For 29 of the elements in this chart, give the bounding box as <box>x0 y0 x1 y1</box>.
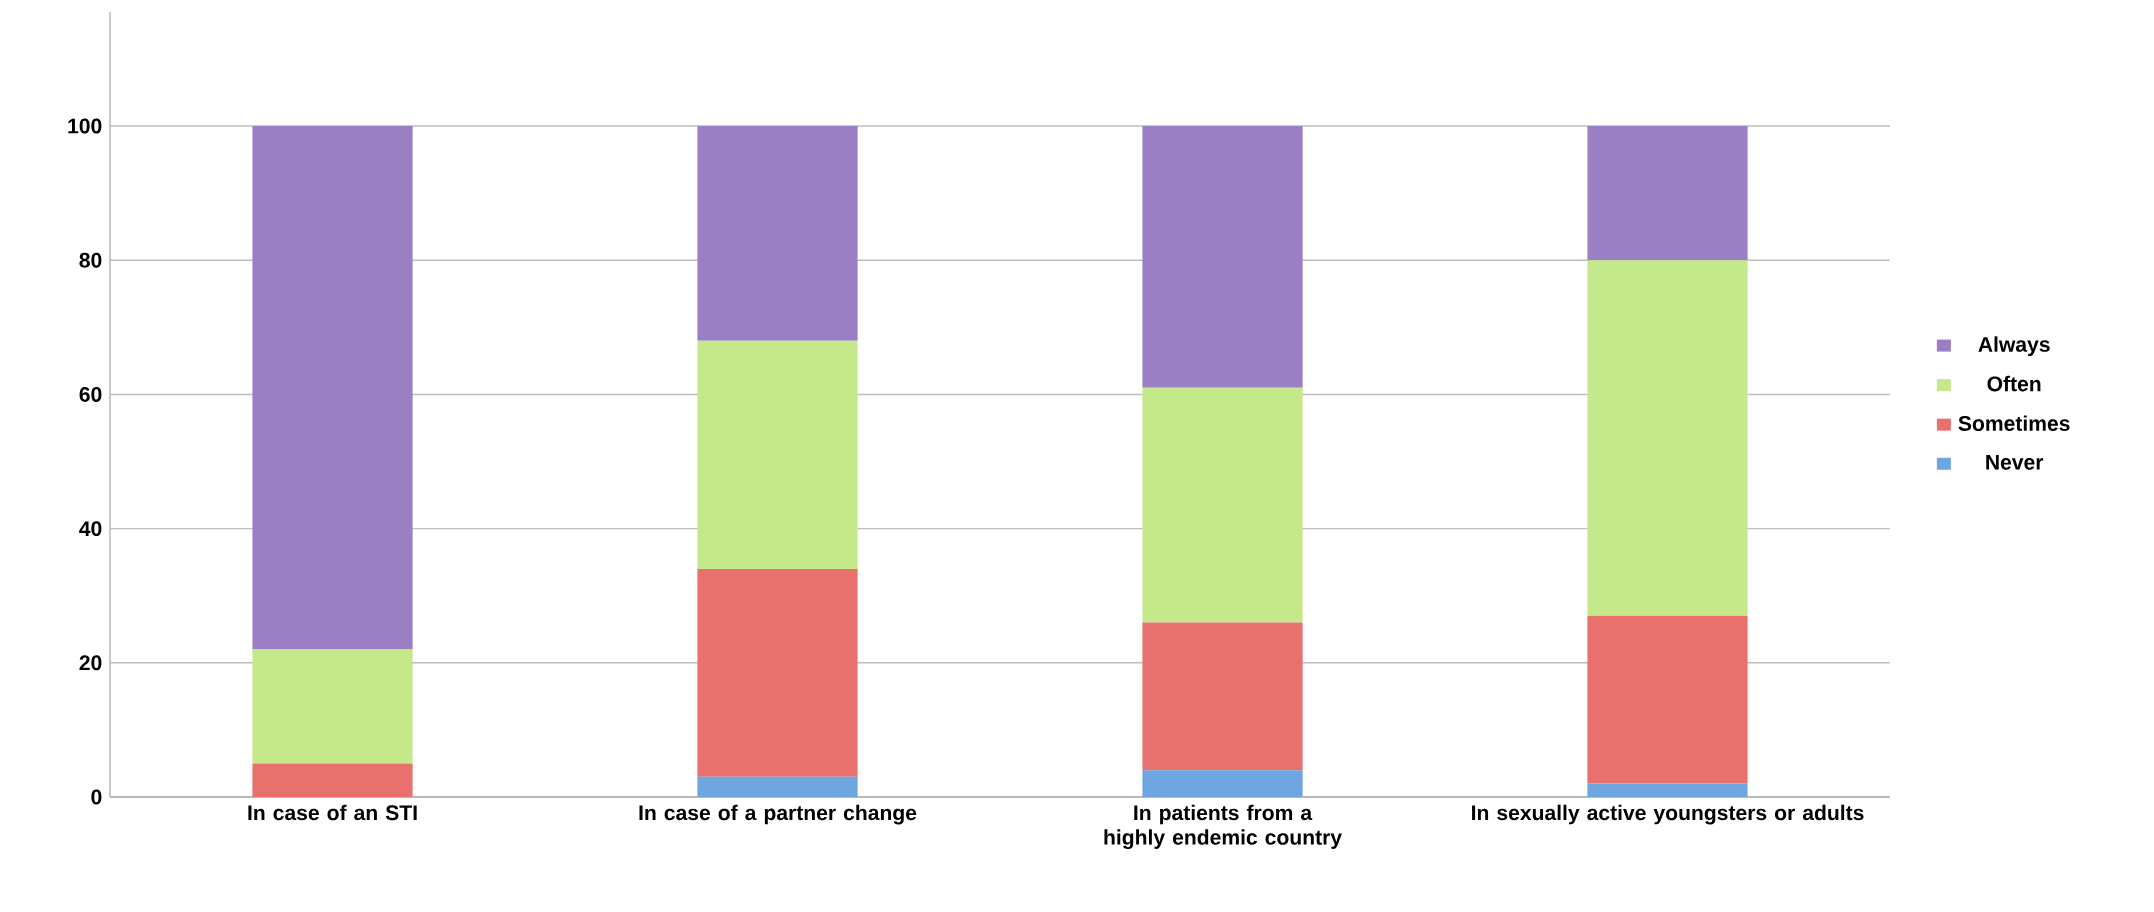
bar <box>1142 387 1303 623</box>
bar <box>697 126 858 341</box>
x-tick-label: In patients from a highly endemic country <box>1104 804 1342 850</box>
y-tick-label: 60 <box>79 386 102 402</box>
legend-label: Always <box>1978 336 2050 356</box>
bar <box>1587 260 1748 616</box>
x-tick-label: In sexually active youngsters or adults <box>1472 804 1864 825</box>
bar <box>697 776 858 797</box>
bar <box>1142 126 1303 388</box>
bar <box>1587 126 1748 261</box>
bar <box>252 649 413 764</box>
y-tick-label: 40 <box>79 521 102 537</box>
x-tick-label: In case of an STI <box>248 804 417 821</box>
bar <box>697 340 858 569</box>
bar <box>252 126 413 650</box>
y-tick-label: 0 <box>91 789 102 805</box>
y-tick-label: 80 <box>79 252 102 268</box>
bar <box>1142 770 1303 797</box>
bar <box>1142 622 1303 771</box>
bar <box>1587 783 1748 797</box>
bar <box>1587 615 1748 784</box>
y-tick-label: 20 <box>79 655 102 671</box>
bar <box>697 568 858 777</box>
x-tick-label: In case of a partner change <box>639 804 917 825</box>
legend-label: Sometimes <box>1958 415 2070 431</box>
bar <box>252 763 413 797</box>
y-tick-label: 100 <box>68 118 102 134</box>
legend-label: Often <box>1987 375 2041 392</box>
legend-label: Never <box>1986 454 2044 470</box>
